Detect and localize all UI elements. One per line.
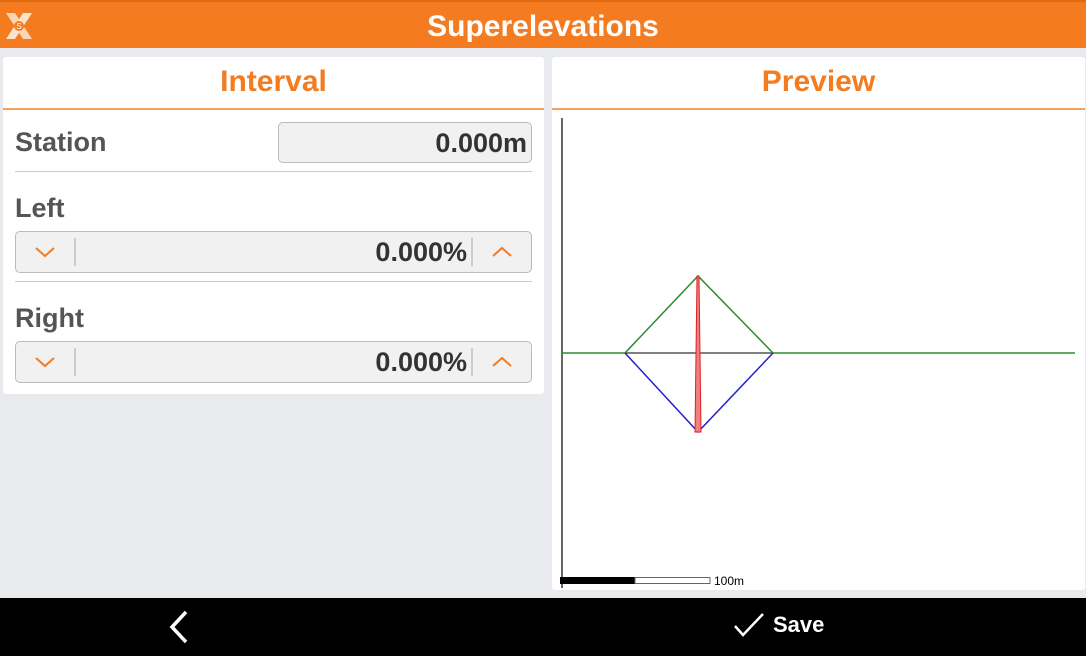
- station-label: Station: [15, 127, 107, 157]
- red-axis-marker: [694, 275, 702, 433]
- divider: [15, 171, 532, 172]
- footer-bar: Save: [0, 598, 1086, 656]
- preview-canvas: [560, 118, 1075, 588]
- chevron-down-icon: [35, 247, 55, 258]
- right-value-input[interactable]: 0.000%: [375, 347, 467, 377]
- chevron-left-icon: [169, 610, 188, 644]
- back-button[interactable]: [160, 608, 200, 648]
- divider: [15, 281, 532, 282]
- right-increment-button[interactable]: [471, 348, 531, 376]
- left-stepper: 0.000%: [15, 231, 532, 273]
- right-stepper: 0.000%: [15, 341, 532, 383]
- interval-title: Interval: [3, 57, 544, 110]
- left-value-input[interactable]: 0.000%: [375, 237, 467, 267]
- left-decrement-button[interactable]: [16, 238, 76, 266]
- left-label: Left: [15, 193, 65, 223]
- check-icon: [734, 613, 764, 637]
- chevron-up-icon: [492, 356, 512, 367]
- right-decrement-button[interactable]: [16, 348, 76, 376]
- scale-bar-empty: [634, 577, 711, 584]
- app-logo: S: [6, 13, 32, 39]
- left-increment-button[interactable]: [471, 238, 531, 266]
- preview-title: Preview: [552, 57, 1085, 110]
- page-title: Superelevations: [427, 10, 659, 43]
- svg-text:S: S: [16, 22, 21, 31]
- chevron-up-icon: [492, 246, 512, 257]
- interval-panel: Interval Station 0.000m Left 0.000% Righ…: [3, 57, 544, 394]
- save-button[interactable]: Save: [733, 612, 824, 638]
- scale-bar-filled: [560, 577, 635, 584]
- app-header: S Superelevations: [0, 0, 1086, 48]
- preview-panel: Preview 100m: [552, 57, 1085, 590]
- station-input[interactable]: 0.000m: [278, 122, 532, 163]
- chevron-down-icon: [35, 357, 55, 368]
- save-label: Save: [773, 612, 825, 637]
- scale-label: 100m: [714, 574, 745, 588]
- right-label: Right: [15, 303, 84, 333]
